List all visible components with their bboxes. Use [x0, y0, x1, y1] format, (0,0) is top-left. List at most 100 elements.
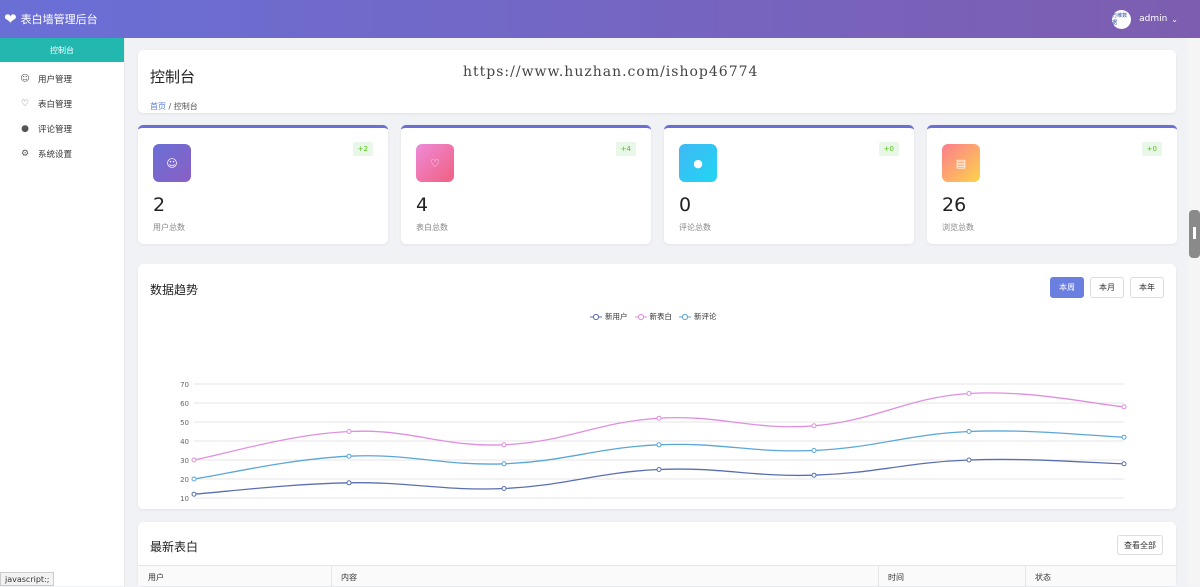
y-tick-label: 70: [180, 381, 189, 389]
y-tick-label: 20: [180, 476, 189, 484]
legend-item[interactable]: 新评论: [679, 311, 717, 322]
sidebar-item-confessions[interactable]: ♡ 表白管理: [0, 91, 124, 116]
sidebar-item-label: 控制台: [50, 45, 74, 55]
page-header: 控制台 https://www.huzhan.com/ishop46774 首页…: [138, 50, 1176, 113]
breadcrumb: 首页 / 控制台: [150, 101, 198, 112]
data-point: [1121, 461, 1127, 467]
column-header: 时间: [888, 573, 904, 582]
range-week-button[interactable]: 本周: [1050, 277, 1084, 298]
data-point: [501, 442, 507, 448]
username: admin: [1139, 14, 1168, 24]
brand-name: 表白墙管理后台: [20, 13, 98, 26]
chart-title: 数据趋势: [150, 283, 199, 297]
data-point: [501, 486, 507, 491]
sidebar-item-settings[interactable]: ⚙ 系统设置: [0, 141, 124, 166]
column-header: 用户: [148, 573, 164, 582]
y-tick-label: 50: [180, 419, 189, 427]
data-point: [811, 472, 817, 478]
delta-badge: +0: [1141, 142, 1162, 156]
data-point: [656, 415, 662, 421]
table-header: 用户 内容 时间 状态: [138, 565, 1176, 587]
browser-status-bar: javascript:;: [0, 572, 55, 586]
stat-value: 2: [153, 194, 166, 216]
y-tick-label: 60: [180, 400, 189, 408]
stat-value: 0: [679, 194, 692, 216]
sidebar-item-label: 系统设置: [38, 149, 73, 160]
stat-icon-box: ☺: [153, 144, 191, 182]
data-point: [656, 442, 662, 448]
legend-item[interactable]: 新表白: [634, 311, 673, 322]
breadcrumb-home[interactable]: 首页: [150, 102, 166, 111]
heart-icon: ♡: [430, 156, 440, 170]
book-icon: ▤: [955, 156, 967, 170]
legend-label: 新表白: [649, 312, 673, 321]
breadcrumb-separator: /: [168, 102, 172, 111]
sidebar-item-label: 用户管理: [38, 74, 73, 85]
view-all-button[interactable]: 查看全部: [1117, 535, 1163, 555]
data-point: [966, 429, 972, 434]
data-point: [966, 457, 972, 463]
sidebar-item-label: 表白管理: [38, 99, 73, 110]
sidebar-item-label: 评论管理: [38, 124, 73, 135]
delta-badge: +0: [878, 142, 899, 156]
section-title: 最新表白: [150, 540, 199, 554]
stat-card-comments: ● +0 0 评论总数: [664, 125, 914, 244]
stat-value: 26: [942, 194, 967, 216]
legend-label: 新评论: [694, 312, 717, 321]
stat-card-users: ☺ +2 2 用户总数: [138, 125, 388, 244]
user-icon: ☺: [20, 73, 30, 84]
column-divider: [878, 566, 879, 587]
legend-marker: [679, 313, 691, 321]
data-point: [966, 391, 972, 396]
delta-badge: +2: [352, 142, 373, 156]
sidebar: 控制台 ☺ 用户管理 ♡ 表白管理 ● 评论管理 ⚙ 系统设置: [0, 38, 125, 586]
user-menu[interactable]: 万维数据 admin ⌄: [1112, 9, 1200, 29]
scrollbar-thumb[interactable]: [1189, 210, 1200, 258]
page-scrollbar[interactable]: [1188, 38, 1200, 586]
data-point: [811, 448, 817, 453]
top-bar: ❤ 表白墙管理后台 万维数据 admin ⌄: [0, 0, 1200, 38]
legend-label: 新用户: [605, 312, 628, 321]
data-point: [1121, 404, 1127, 410]
data-point: [191, 491, 197, 497]
column-header: 内容: [341, 573, 357, 582]
data-point: [346, 480, 352, 486]
legend-item[interactable]: 新用户: [590, 311, 628, 322]
data-point: [656, 467, 662, 472]
sidebar-item-users[interactable]: ☺ 用户管理: [0, 66, 124, 91]
main-content: 控制台 https://www.huzhan.com/ishop46774 首页…: [125, 38, 1188, 587]
legend-marker-shape: [634, 313, 647, 320]
chart-legend: 新用户 新表白 新评论: [590, 311, 724, 322]
chevron-down-icon: ⌄: [1171, 14, 1178, 24]
data-point: [811, 423, 817, 429]
delta-badge: +4: [615, 142, 636, 156]
watermark: https://www.huzhan.com/ishop46774: [463, 64, 759, 80]
sidebar-item-comments[interactable]: ● 评论管理: [0, 116, 124, 141]
data-point: [501, 461, 507, 467]
comment-icon: ●: [21, 123, 29, 134]
latest-confessions-card: 最新表白 查看全部 用户 内容 时间 状态: [138, 522, 1176, 587]
range-month-button[interactable]: 本月: [1090, 277, 1124, 298]
legend-marker: [590, 313, 602, 321]
heart-icon: ❤: [4, 10, 17, 28]
legend-marker-shape: [590, 313, 602, 320]
legend-marker-shape: [679, 313, 691, 320]
brand[interactable]: ❤ 表白墙管理后台: [0, 10, 125, 28]
range-year-button[interactable]: 本年: [1130, 277, 1164, 298]
line-chart: 010203040506070周一周二周三周四周五周六周日: [180, 381, 1127, 503]
data-point: [1121, 434, 1127, 440]
stat-label: 表白总数: [416, 223, 448, 232]
stat-label: 用户总数: [153, 223, 185, 232]
breadcrumb-current: 控制台: [173, 102, 198, 111]
stat-card-views: ▤ +0 26 浏览总数: [927, 125, 1177, 244]
y-tick-label: 40: [180, 438, 189, 446]
comment-icon: ●: [693, 156, 703, 170]
stat-icon-box: ●: [679, 144, 717, 182]
column-divider: [331, 566, 332, 587]
sidebar-item-dashboard[interactable]: 控制台: [0, 38, 124, 62]
stat-label: 浏览总数: [942, 223, 974, 232]
series-line: [193, 458, 1125, 495]
data-point: [191, 457, 197, 463]
column-divider: [1025, 566, 1026, 587]
